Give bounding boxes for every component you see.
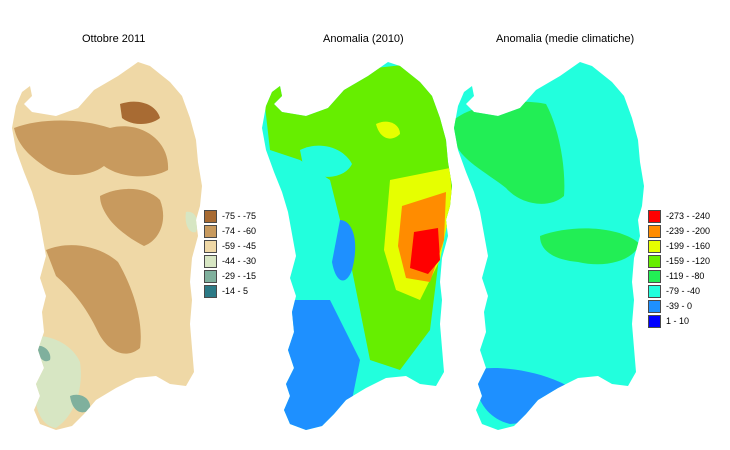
- map-anomaly-climate-zone-north: [454, 101, 565, 204]
- map-monthly-zone-center: [100, 188, 164, 246]
- legend-anomaly-swatch: [648, 300, 661, 313]
- legend-monthly-label: -75 - -75: [222, 211, 257, 221]
- map-title-anomaly-climate: Anomalia (medie climatiche): [496, 33, 635, 45]
- legend-monthly-swatch: [204, 240, 217, 253]
- map-monthly-zone-peak: [120, 101, 160, 124]
- map-monthly-zone-east: [185, 211, 198, 233]
- map-title-anomaly-2010: Anomalia (2010): [323, 33, 404, 45]
- legend-anomaly-label: -39 - 0: [666, 301, 693, 311]
- legend-monthly-swatch: [204, 225, 217, 238]
- legend-monthly-swatch: [204, 210, 217, 223]
- map-anomaly-2010-zone-red: [410, 228, 440, 274]
- map-monthly-zone-sw-2: [70, 394, 91, 413]
- map-monthly-zone-sw-1: [36, 345, 51, 362]
- map-monthly: [12, 62, 202, 430]
- legend-anomaly-swatch: [648, 285, 661, 298]
- map-anomaly-2010-zone-blob: [376, 121, 400, 139]
- legend-anomaly-label: -273 - -240: [666, 211, 711, 221]
- map-monthly-zone-west: [46, 245, 141, 354]
- legend-monthly-label: -74 - -60: [222, 226, 257, 236]
- map-anomaly-2010-zone-west: [332, 220, 356, 281]
- map-monthly-base: [12, 62, 202, 430]
- map-anomaly-climate: [454, 62, 644, 430]
- legend-anomaly-swatch: [648, 240, 661, 253]
- legend-anomaly-swatch: [648, 315, 661, 328]
- legend-anomaly-label: -119 - -80: [666, 271, 705, 281]
- legend-anomaly-swatch: [648, 270, 661, 283]
- legend-anomaly-swatch: [648, 255, 661, 268]
- map-anomaly-climate-zone-east: [540, 228, 640, 265]
- legend-monthly-label: -59 - -45: [222, 241, 257, 251]
- legend-anomaly-label: -239 - -200: [666, 226, 711, 236]
- legend-monthly-swatch: [204, 285, 217, 298]
- legend-anomaly-label: -79 - -40: [666, 286, 701, 296]
- legend-anomaly-label: -159 - -120: [666, 256, 711, 266]
- legend-anomaly-label: 1 - 10: [666, 316, 690, 326]
- legend-monthly-label: -14 - 5: [222, 286, 249, 296]
- legend-monthly-label: -29 - -15: [222, 271, 257, 281]
- legend-anomaly-label: -199 - -160: [666, 241, 711, 251]
- map-anomaly-2010: [262, 62, 452, 430]
- legend-monthly-swatch: [204, 255, 217, 268]
- legend-anomaly-swatch: [648, 210, 661, 223]
- map-title-monthly: Ottobre 2011: [82, 33, 146, 45]
- map-anomaly-2010-zone-inner: [300, 145, 352, 177]
- legend-monthly-swatch: [204, 270, 217, 283]
- map-monthly-zone-north: [14, 120, 169, 177]
- legend-anomaly-swatch: [648, 225, 661, 238]
- legend-monthly-label: -44 - -30: [222, 256, 257, 266]
